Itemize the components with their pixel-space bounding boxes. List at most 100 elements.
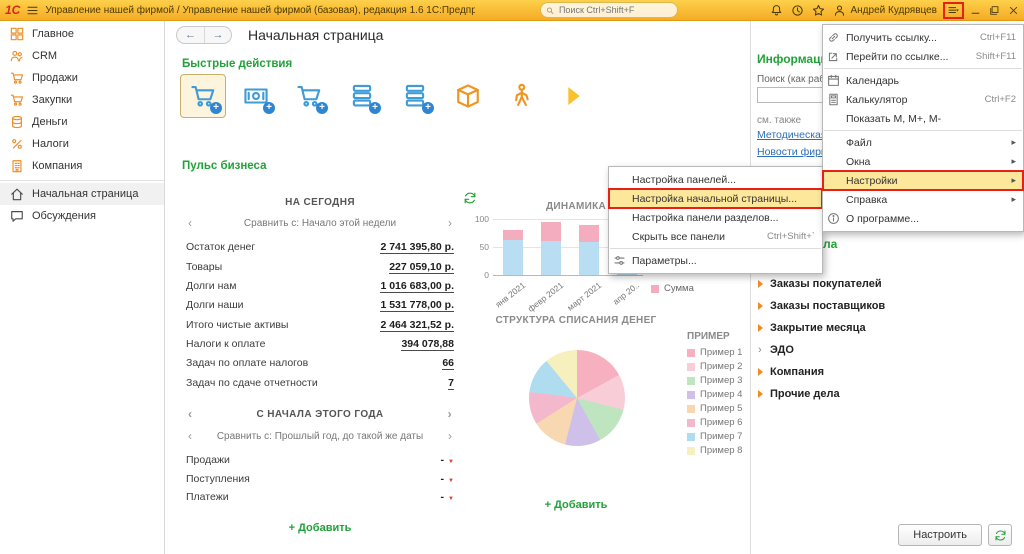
stat-row: Задач по оплате налогов 66 xyxy=(184,354,456,373)
quick-action-new-payment[interactable]: + xyxy=(233,74,279,118)
sidebar-item-0[interactable]: Главное xyxy=(0,23,164,45)
search-input[interactable] xyxy=(556,4,672,16)
info-nav-item[interactable]: Закрытие месяца xyxy=(758,322,1020,334)
sidebar-item-4[interactable]: Деньги xyxy=(0,111,164,133)
year-compare-row: ‹ Сравнить с: Прошлый год, до такой же д… xyxy=(184,429,456,443)
back-button[interactable]: ← xyxy=(177,27,204,43)
down-caret-icon[interactable]: ▼ xyxy=(448,495,454,502)
sidebar-item-6[interactable]: Компания xyxy=(0,155,164,177)
submenu-item-0[interactable]: Настройка панелей... xyxy=(609,170,822,189)
year-rows: Продажи - ▼ Поступления - ▼ Платежи - ▼ xyxy=(184,451,456,506)
arrow-bullet-icon xyxy=(758,302,763,310)
history-icon[interactable] xyxy=(791,4,804,17)
chevron-right-icon[interactable]: › xyxy=(447,407,452,421)
stat-value-link[interactable]: 2 741 395,80 р. xyxy=(380,241,454,255)
plus-badge-icon: + xyxy=(210,102,222,114)
stat-value-link[interactable]: 1 531 778,00 р. xyxy=(380,299,454,313)
chevron-right-icon[interactable]: › xyxy=(448,216,452,230)
refresh-icon[interactable] xyxy=(463,191,477,205)
sidebar-item-2[interactable]: Продажи xyxy=(0,67,164,89)
chevron-left-icon[interactable]: ‹ xyxy=(188,407,193,421)
refresh-button[interactable] xyxy=(988,524,1012,546)
menu-item-5[interactable]: Показать М, М+, М- xyxy=(823,109,1023,128)
down-caret-icon[interactable]: ▼ xyxy=(448,459,454,466)
chevron-right-icon[interactable]: › xyxy=(448,429,452,443)
menu-item-0[interactable]: Получить ссылку... Ctrl+F11 xyxy=(823,28,1023,47)
stat-value-link[interactable]: 394 078,88 xyxy=(401,338,454,352)
sidebar-footer-item-1[interactable]: Обсуждения xyxy=(0,205,164,227)
chevron-left-icon[interactable]: ‹ xyxy=(188,216,192,230)
today-compare-row: ‹ Сравнить с: Начало этой недели › xyxy=(184,216,456,230)
submenu-arrow-icon: ▸ xyxy=(1011,137,1016,147)
menu-item-label: Справка xyxy=(846,193,888,206)
menu-shortcut: Ctrl+F11 xyxy=(980,32,1016,43)
stat-value-link[interactable]: 2 464 321,52 р. xyxy=(380,318,454,332)
stat-value-link[interactable]: 7 xyxy=(448,376,454,390)
menu-item-9[interactable]: Настройки ▸ xyxy=(822,170,1024,191)
menu-item-1[interactable]: Перейти по ссылке... Shift+F11 xyxy=(823,47,1023,66)
quick-action-new-purchase[interactable]: + xyxy=(286,74,332,118)
calculator-icon xyxy=(827,93,840,106)
quick-action-goods[interactable] xyxy=(445,74,491,118)
sidebar-footer-item-0[interactable]: Начальная страница xyxy=(0,183,164,205)
stat-label: Задач по сдаче отчетности xyxy=(186,376,318,389)
bar-1[interactable] xyxy=(541,222,561,275)
stat-value-link[interactable]: 227 059,10 р. xyxy=(389,260,454,274)
submenu-item-1[interactable]: Настройка начальной страницы... xyxy=(608,188,823,209)
quick-action-new-stock-doc[interactable]: + xyxy=(339,74,385,118)
submenu-item-5[interactable]: Параметры... xyxy=(609,251,822,270)
gridline xyxy=(493,275,643,276)
quick-action-new-sale[interactable]: + xyxy=(180,74,226,118)
walker-icon xyxy=(508,83,534,109)
stat-value-link[interactable]: 1 016 683,00 р. xyxy=(380,279,454,293)
info-nav-item[interactable]: › ЭДО xyxy=(758,344,1020,356)
submenu-item-3[interactable]: Скрыть все панели Ctrl+Shift+` xyxy=(609,227,822,246)
expand-chevron-icon[interactable]: › xyxy=(758,344,762,356)
menu-item-3[interactable]: Календарь xyxy=(823,71,1023,90)
minimize-icon[interactable] xyxy=(970,5,981,16)
plus-badge-icon: + xyxy=(369,102,381,114)
notifications-bell-icon[interactable] xyxy=(770,4,783,17)
restore-icon[interactable] xyxy=(989,5,1000,16)
configure-button[interactable]: Настроить xyxy=(898,524,982,546)
info-nav-item[interactable]: Заказы покупателей xyxy=(758,278,1020,290)
submenu-item-2[interactable]: Настройка панели разделов... xyxy=(609,208,822,227)
legend-label: Пример 1 xyxy=(700,347,743,358)
burger-icon[interactable] xyxy=(26,4,39,17)
info-nav-item[interactable]: Прочие дела xyxy=(758,388,1020,400)
chevron-left-icon[interactable]: ‹ xyxy=(188,429,192,443)
close-icon[interactable] xyxy=(1008,5,1019,16)
stat-row: Поступления - ▼ xyxy=(184,469,456,487)
bar-0[interactable] xyxy=(503,230,523,275)
favorites-star-icon[interactable] xyxy=(812,4,825,17)
menu-item-8[interactable]: Окна ▸ xyxy=(823,152,1023,171)
menu-shortcut: Ctrl+Shift+` xyxy=(766,231,815,242)
menu-item-label: Настройки xyxy=(846,174,898,187)
legend-label: Пример 5 xyxy=(700,403,743,414)
sidebar-item-3[interactable]: Закупки xyxy=(0,89,164,111)
stack-icon xyxy=(349,83,375,109)
menu-item-4[interactable]: Калькулятор Ctrl+F2 xyxy=(823,90,1023,109)
info-nav-item[interactable]: Компания xyxy=(758,366,1020,378)
quick-action-courier[interactable] xyxy=(498,74,544,118)
info-search-label: Поиск (как работ xyxy=(757,74,835,85)
stat-label: Долги нам xyxy=(186,279,237,292)
menu-item-11[interactable]: О программе... xyxy=(823,209,1023,228)
add-indicator-link[interactable]: + Добавить xyxy=(288,522,352,535)
sidebar-item-5[interactable]: Налоги xyxy=(0,133,164,155)
quick-action-new-stock-doc-2[interactable]: + xyxy=(392,74,438,118)
down-caret-icon[interactable]: ▼ xyxy=(448,477,454,484)
quick-action-more[interactable] xyxy=(551,74,597,118)
menu-item-10[interactable]: Справка ▸ xyxy=(823,190,1023,209)
user-menu[interactable]: Андрей Кудрявцев xyxy=(833,4,937,17)
service-settings-menu-icon[interactable] xyxy=(947,4,960,17)
add-chart-link[interactable]: + Добавить xyxy=(544,499,608,511)
bar-2[interactable] xyxy=(579,225,599,275)
info-nav-item[interactable]: Заказы поставщиков xyxy=(758,300,1020,312)
pie-legend-title: ПРИМЕР xyxy=(687,331,730,342)
menu-item-7[interactable]: Файл ▸ xyxy=(823,133,1023,152)
forward-button[interactable]: → xyxy=(204,27,231,43)
sidebar-item-1[interactable]: CRM xyxy=(0,45,164,67)
pie-chart[interactable] xyxy=(529,350,625,446)
stat-value-link[interactable]: 66 xyxy=(442,357,454,371)
